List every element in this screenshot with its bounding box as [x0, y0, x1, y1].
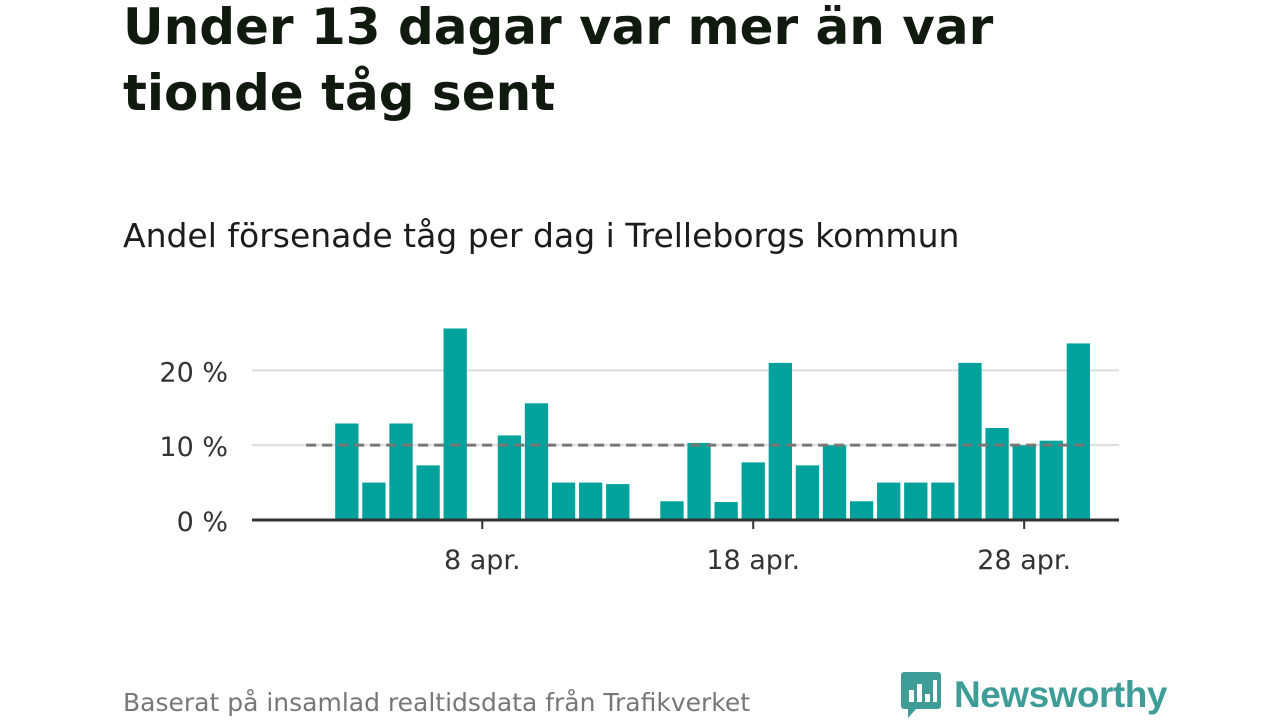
- bar: [985, 427, 1009, 520]
- bar: [497, 435, 522, 520]
- bar: [822, 445, 847, 520]
- bar: [389, 423, 413, 520]
- bar: [687, 442, 711, 520]
- bar: [416, 465, 440, 520]
- bar: [768, 362, 792, 520]
- brand-name: Newsworthy: [954, 674, 1167, 715]
- chart-subtitle: Andel försenade tåg per dag i Trelleborg…: [123, 216, 960, 255]
- y-tick-label: 10 %: [159, 432, 228, 463]
- bar: [362, 482, 386, 520]
- bar: [1066, 343, 1091, 520]
- bar: [714, 502, 738, 520]
- brand-logo: Newsworthy: [900, 670, 1167, 720]
- bar: [443, 328, 467, 520]
- y-tick-label: 20 %: [159, 357, 228, 388]
- source-note: Baserat på insamlad realtidsdata från Tr…: [123, 688, 751, 717]
- bar: [849, 501, 874, 520]
- bar: [1012, 445, 1036, 520]
- bar: [958, 362, 982, 520]
- newsworthy-logo-icon: [901, 672, 941, 718]
- bar: [335, 423, 359, 520]
- bar: [931, 482, 955, 520]
- bar: [741, 462, 765, 520]
- bar: [551, 482, 576, 520]
- bar: [660, 501, 684, 520]
- bar: [606, 484, 630, 520]
- bar: [1039, 440, 1063, 520]
- bar: [877, 482, 901, 520]
- bar: [524, 403, 549, 520]
- bar: [579, 482, 603, 520]
- chart-title: Under 13 dagar var mer än var tionde tåg…: [123, 0, 994, 122]
- x-tick-label: 28 apr.: [977, 545, 1071, 576]
- y-tick-label: 0 %: [177, 507, 228, 538]
- bar: [904, 482, 928, 520]
- bar: [795, 465, 820, 520]
- x-tick-label: 8 apr.: [444, 545, 521, 576]
- x-tick-label: 18 apr.: [706, 545, 800, 576]
